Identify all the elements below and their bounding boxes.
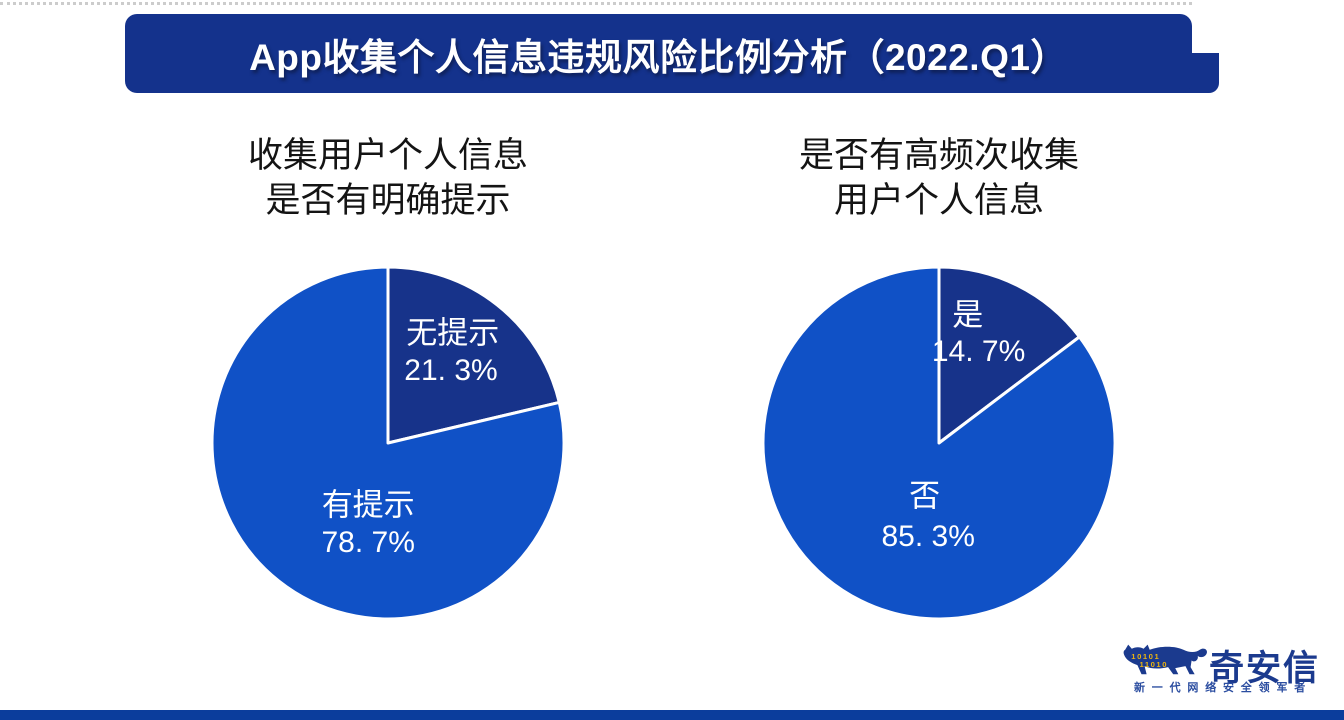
pie-slice-是 (937, 265, 1081, 445)
slice-label: 是 (952, 297, 984, 333)
logo-binary-row2: 11010 (1139, 660, 1168, 669)
pie-slice-有提示 (210, 265, 566, 621)
chart-title-right-line2: 用户个人信息 (833, 181, 1044, 220)
title-banner: App收集个人信息违规风险比例分析（2022.Q1） (125, 14, 1192, 93)
top-dotted-border (0, 2, 1192, 5)
chart-title-left: 收集用户个人信息 是否有明确提示 (176, 133, 600, 223)
chart-title-right-line1: 是否有高频次收集 (798, 136, 1079, 175)
slice-value: 85. 3% (881, 520, 975, 554)
pie-right: 是 14. 7% 否 85. 3% (759, 263, 1119, 623)
pie-left: 无提示 21. 3% 有提示 78. 7% (208, 263, 568, 623)
pie-slice-否 (761, 265, 1117, 621)
pie-slice-无提示 (386, 265, 561, 445)
logo-text: 奇安信 (1209, 649, 1321, 688)
bottom-accent-bar (0, 710, 1344, 720)
qianxin-tiger-logo-icon: 10101 11010 (1123, 644, 1207, 675)
slice-label: 无提示 (406, 315, 500, 351)
pie-chart-right: 是否有高频次收集 用户个人信息 是 14. 7% 否 85. 3% (727, 133, 1151, 623)
pie-left-graphic (210, 265, 566, 621)
logo-tagline: 新一代网络安全领军者 (1134, 682, 1312, 694)
slice-value: 14. 7% (931, 335, 1026, 369)
slice-value: 78. 7% (321, 525, 415, 559)
slice-label: 有提示 (321, 487, 415, 523)
page-title: App收集个人信息违规风险比例分析（2022.Q1） (249, 36, 1068, 78)
chart-title-left-line2: 是否有明确提示 (265, 181, 511, 220)
pie-chart-left: 收集用户个人信息 是否有明确提示 无提示 21. 3% 有提示 78. 7% (176, 133, 600, 623)
slice-label: 否 (909, 478, 941, 514)
logo-binary-row1: 10101 (1131, 652, 1160, 661)
pie-right-graphic (761, 265, 1117, 621)
slice-value: 21. 3% (404, 354, 498, 387)
chart-title-left-line1: 收集用户个人信息 (247, 136, 528, 175)
chart-title-right: 是否有高频次收集 用户个人信息 (727, 133, 1151, 223)
